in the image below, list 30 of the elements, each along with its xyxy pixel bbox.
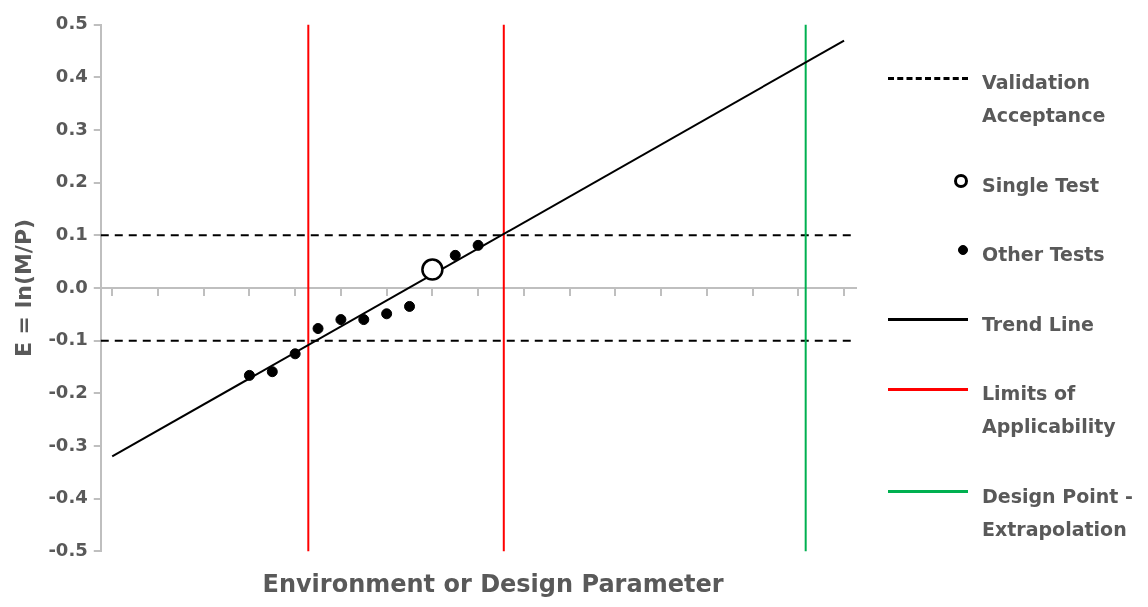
y-tick-label: 0.0 (55, 275, 88, 297)
point (335, 314, 347, 326)
legend-label: Other Tests (982, 242, 1106, 268)
point (358, 314, 370, 326)
y-tick-label: 0.1 (55, 223, 88, 245)
point (404, 300, 416, 312)
y-tick-label: -0.1 (48, 328, 88, 350)
point (312, 323, 324, 335)
legend-label: Trend Line (982, 311, 1095, 337)
y-axis-title: E = ln(M/P) (10, 218, 36, 358)
point (421, 258, 444, 281)
point (289, 348, 301, 360)
y-tick-label: -0.2 (48, 380, 88, 402)
y-tick-label: -0.4 (48, 486, 88, 508)
y-tick-label: 0.3 (55, 117, 88, 139)
y-tick-label: -0.3 (48, 433, 88, 455)
y-tick-label: 0.5 (55, 12, 88, 34)
point (381, 308, 393, 320)
point (472, 239, 484, 251)
legend-label: Validation Acceptance (982, 70, 1107, 128)
point (266, 366, 278, 378)
point (243, 369, 255, 381)
y-tick-label: -0.5 (48, 538, 88, 560)
y-tick-label: 0.2 (55, 170, 88, 192)
text: Design Point - Extrapolation (982, 484, 1133, 540)
x-axis-title: Environment or Design Parameter (262, 570, 724, 598)
y-tick-label: 0.4 (55, 65, 88, 87)
point (449, 249, 461, 261)
text: Limits of Applicability (982, 382, 1116, 438)
legend-label: Single Test (982, 172, 1101, 198)
